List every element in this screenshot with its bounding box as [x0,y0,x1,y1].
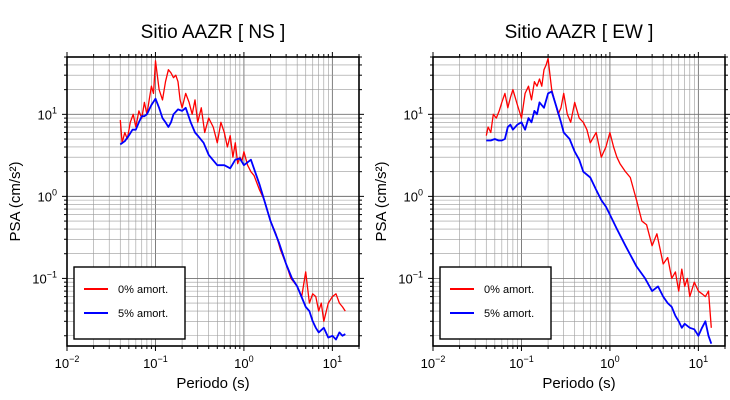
y-tick-label: 100 [404,187,423,204]
series-line-red [119,60,346,322]
chart-title: Sitio AAZR [ NS ] [141,22,286,43]
y-tick-label: 101 [404,105,423,122]
chart-panel-2: Sitio AAZR [ EW ] 10−2 10−1 100 101 10−1 100 10… [373,22,730,392]
legend: 0% amort. 5% amort. [439,266,552,340]
x-axis-label: Periodo (s) [176,375,249,392]
legend-label: 5% amort. [118,308,168,320]
plot-frame [66,56,360,347]
legend-box [73,266,186,340]
x-tick-label: 100 [234,354,253,371]
series-group [485,57,713,345]
legend: 0% amort. 5% amort. [73,266,186,340]
y-axis-label: PSA (cm/s²) [7,161,24,241]
x-tick-label: 101 [323,354,342,371]
x-tick-label: 10−2 [55,354,80,371]
y-tick-label: 10−1 [398,269,423,286]
chart-title: Sitio AAZR [ EW ] [505,22,654,43]
x-tick-label: 100 [600,354,619,371]
y-tick-label: 101 [38,105,57,122]
legend-label: 5% amort. [484,308,534,320]
series-line-blue [119,97,346,341]
x-tick-label: 10−2 [421,354,446,371]
series-group [119,60,346,341]
series-line-red [485,57,712,328]
x-tick-label: 10−1 [143,354,168,371]
plot-frame [432,56,726,347]
y-axis-label: PSA (cm/s²) [373,161,390,241]
chart-panel-1: Sitio AAZR [ NS ] 10−2 10−1 100 101 10−1 100 10… [7,22,364,392]
grid [66,56,360,346]
x-axis-label: Periodo (s) [542,375,615,392]
y-tick-label: 100 [38,187,57,204]
series-line-blue [486,90,713,345]
legend-label: 0% amort. [484,284,534,296]
legend-box [439,266,552,340]
y-tick-label: 10−1 [32,269,57,286]
x-tick-label: 10−1 [509,354,534,371]
legend-label: 0% amort. [118,284,168,296]
x-tick-label: 101 [689,354,708,371]
